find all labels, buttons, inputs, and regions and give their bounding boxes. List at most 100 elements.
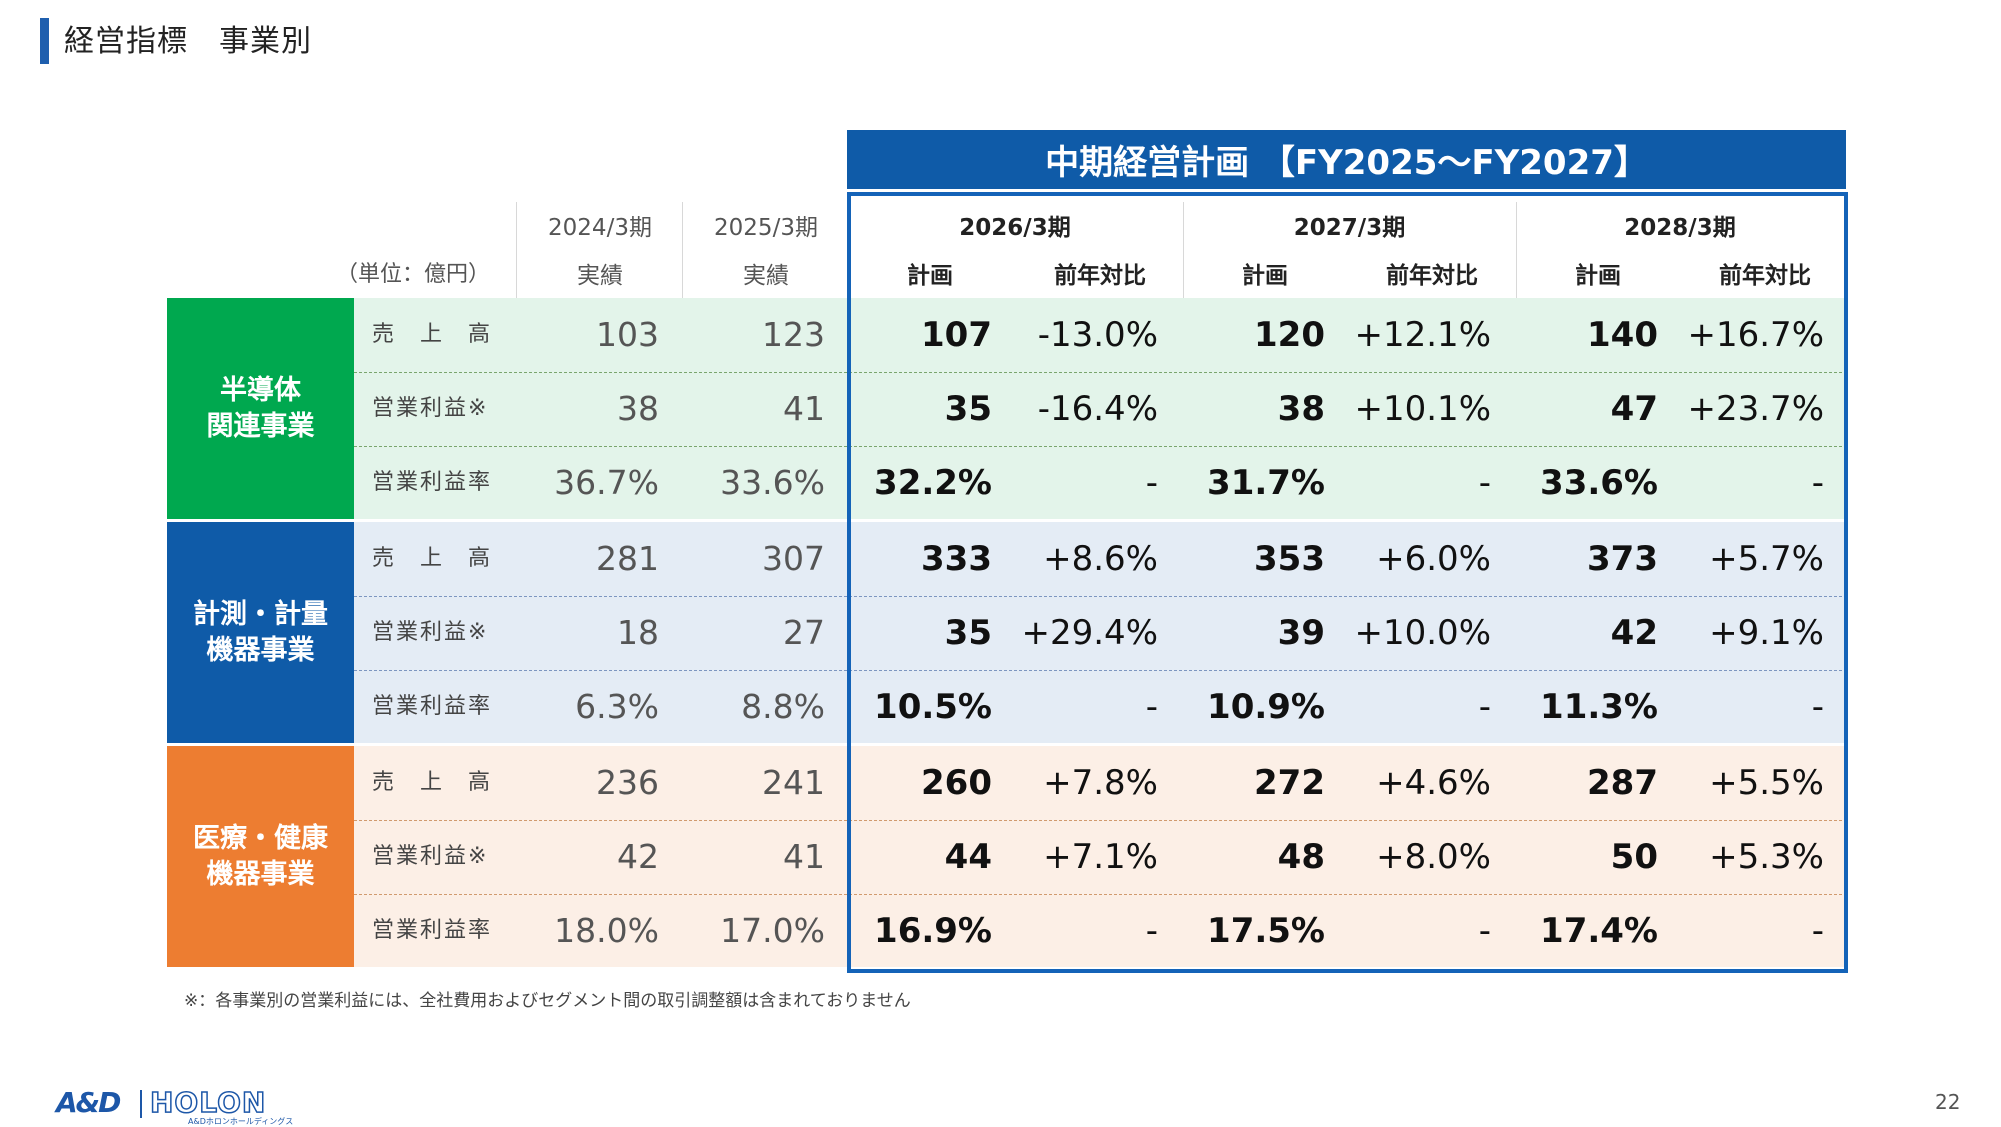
table-row: 営業利益※ 18 27 35 +29.4% 39 +10.0% 42 +9.1% — [354, 596, 1846, 670]
header-period-2027: 2027/3期 — [1293, 215, 1406, 241]
segment-label-semiconductor: 半導体 関連事業 — [167, 298, 354, 519]
segment-name-line1: 半導体 — [220, 374, 301, 406]
title-accent-bar — [40, 18, 49, 64]
column-divider — [682, 202, 683, 300]
plan-fy2027: 353 — [1254, 539, 1325, 579]
table-row: 営業利益※ 38 41 35 -16.4% 38 +10.1% 47 +23.7… — [354, 372, 1846, 446]
yoy-fy2028: +16.7% — [1687, 315, 1825, 355]
yoy-fy2026: - — [1145, 463, 1158, 503]
yoy-fy2027: +6.0% — [1376, 539, 1491, 579]
yoy-fy2027: +4.6% — [1376, 763, 1491, 803]
header-period-2025: 2025/3期 — [714, 215, 818, 241]
plan-fy2028: 17.4% — [1540, 911, 1658, 951]
segment-name-line2: 関連事業 — [206, 410, 315, 442]
yoy-fy2028: - — [1811, 911, 1824, 951]
value-fy2025: 8.8% — [741, 687, 825, 726]
header-kind-2024: 実績 — [577, 263, 623, 289]
metric-label: 営業利益※ — [372, 620, 489, 645]
segment-label-medical: 医療・健康 機器事業 — [167, 746, 354, 967]
row-divider — [354, 372, 1842, 373]
header-plan-2027: 計画 — [1242, 263, 1288, 289]
value-fy2025: 27 — [783, 613, 825, 652]
table-row: 売 上 高 103 123 107 -13.0% 120 +12.1% 140 … — [354, 298, 1846, 372]
yoy-fy2026: -16.4% — [1037, 389, 1158, 429]
value-fy2025: 307 — [762, 539, 825, 578]
row-divider — [354, 596, 1842, 597]
value-fy2025: 123 — [762, 315, 825, 354]
value-fy2025: 41 — [783, 389, 825, 428]
plan-fy2026: 107 — [921, 315, 992, 355]
header-yoy-2028: 前年対比 — [1719, 263, 1811, 289]
table-row: 営業利益率 18.0% 17.0% 16.9% - 17.5% - 17.4% … — [354, 894, 1846, 968]
and-logo: A&D — [56, 1086, 121, 1119]
value-fy2024: 38 — [617, 389, 659, 428]
plan-fy2027: 272 — [1254, 763, 1325, 803]
segment-name-line2: 機器事業 — [206, 634, 315, 666]
plan-fy2027: 39 — [1277, 613, 1325, 653]
plan-fy2028: 287 — [1587, 763, 1658, 803]
column-divider — [1183, 202, 1184, 300]
page-number: 22 — [1935, 1090, 1961, 1114]
value-fy2024: 236 — [596, 763, 659, 802]
mid-term-plan-banner: 中期経営計画 【FY2025～FY2027】 — [847, 130, 1846, 189]
value-fy2024: 36.7% — [554, 463, 659, 502]
plan-fy2028: 11.3% — [1540, 687, 1658, 727]
plan-fy2026: 35 — [944, 613, 992, 653]
yoy-fy2027: +12.1% — [1354, 315, 1492, 355]
segment-name-line1: 医療・健康 — [193, 822, 328, 854]
yoy-fy2027: +10.1% — [1354, 389, 1492, 429]
yoy-fy2028: +9.1% — [1709, 613, 1824, 653]
header-yoy-2026: 前年対比 — [1054, 263, 1146, 289]
plan-fy2028: 50 — [1610, 837, 1658, 877]
value-fy2024: 6.3% — [575, 687, 659, 726]
logo-divider — [140, 1090, 142, 1118]
metric-label: 営業利益※ — [372, 396, 489, 421]
header-plan-2028: 計画 — [1575, 263, 1621, 289]
yoy-fy2028: +23.7% — [1687, 389, 1825, 429]
yoy-fy2028: - — [1811, 687, 1824, 727]
yoy-fy2027: +8.0% — [1376, 837, 1491, 877]
yoy-fy2026: - — [1145, 687, 1158, 727]
plan-fy2027: 17.5% — [1207, 911, 1325, 951]
segment-label-measurement: 計測・計量 機器事業 — [167, 522, 354, 743]
header-plan-2026: 計画 — [907, 263, 953, 289]
plan-fy2026: 10.5% — [874, 687, 992, 727]
yoy-fy2028: +5.3% — [1709, 837, 1824, 877]
value-fy2024: 18 — [617, 613, 659, 652]
plan-fy2026: 260 — [921, 763, 992, 803]
page-title: 経営指標 事業別 — [64, 24, 312, 59]
value-fy2025: 33.6% — [720, 463, 825, 502]
header-yoy-2027: 前年対比 — [1386, 263, 1478, 289]
value-fy2025: 241 — [762, 763, 825, 802]
metric-label: 売 上 高 — [372, 546, 493, 571]
segment-name-line2: 機器事業 — [206, 858, 315, 890]
column-divider — [1516, 202, 1517, 300]
yoy-fy2027: - — [1478, 687, 1491, 727]
metric-label: 営業利益※ — [372, 844, 489, 869]
yoy-fy2026: - — [1145, 911, 1158, 951]
column-divider — [516, 202, 517, 300]
yoy-fy2028: - — [1811, 463, 1824, 503]
metric-label: 売 上 高 — [372, 770, 493, 795]
plan-fy2027: 31.7% — [1207, 463, 1325, 503]
metric-label: 営業利益率 — [372, 694, 493, 719]
value-fy2025: 41 — [783, 837, 825, 876]
plan-fy2028: 42 — [1610, 613, 1658, 653]
header-period-2024: 2024/3期 — [548, 215, 652, 241]
plan-fy2027: 48 — [1277, 837, 1325, 877]
metric-label: 営業利益率 — [372, 470, 493, 495]
metric-label: 営業利益率 — [372, 918, 493, 943]
segment-band-semiconductor — [354, 298, 1846, 519]
plan-fy2028: 33.6% — [1540, 463, 1658, 503]
row-divider — [354, 820, 1842, 821]
plan-fy2026: 16.9% — [874, 911, 992, 951]
holon-logo-subtext: A&Dホロンホールディングス — [188, 1117, 294, 1126]
table-row: 売 上 高 281 307 333 +8.6% 353 +6.0% 373 +5… — [354, 522, 1846, 596]
header-kind-2025: 実績 — [743, 263, 789, 289]
row-divider — [354, 670, 1842, 671]
yoy-fy2027: +10.0% — [1354, 613, 1492, 653]
yoy-fy2026: +8.6% — [1043, 539, 1158, 579]
holon-logo: HOLON — [149, 1085, 267, 1120]
table-row: 営業利益率 36.7% 33.6% 32.2% - 31.7% - 33.6% … — [354, 446, 1846, 520]
yoy-fy2028: +5.7% — [1709, 539, 1824, 579]
